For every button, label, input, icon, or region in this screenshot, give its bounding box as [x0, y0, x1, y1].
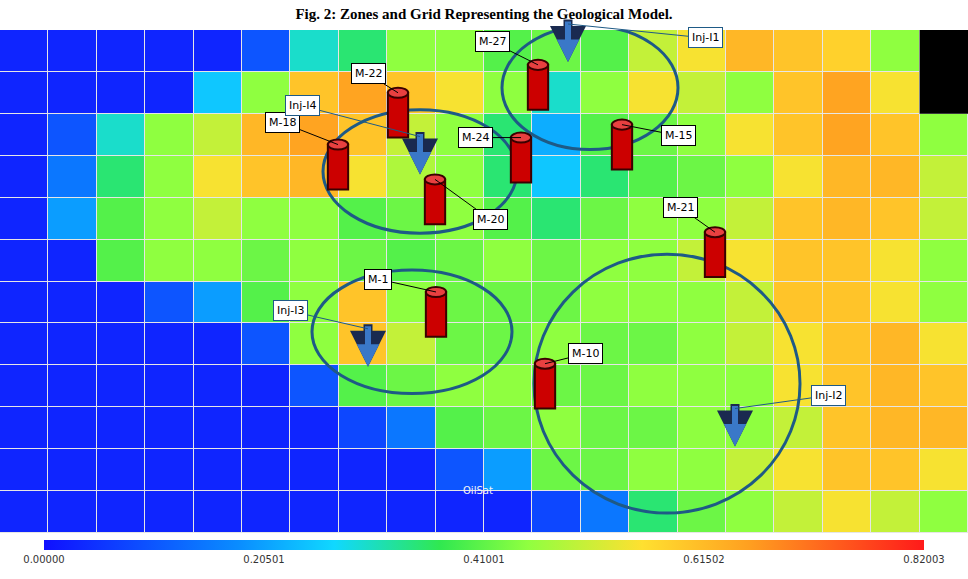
svg-text:Inj-I2: Inj-I2 [815, 389, 842, 402]
svg-text:M-18: M-18 [269, 116, 296, 129]
svg-text:0.00000: 0.00000 [23, 554, 64, 565]
svg-text:M-21: M-21 [667, 201, 694, 214]
svg-text:Fig. 2: Zones and Grid Represe: Fig. 2: Zones and Grid Representing the … [295, 6, 672, 22]
svg-text:M-20: M-20 [477, 213, 504, 226]
svg-text:M-24: M-24 [462, 131, 489, 144]
svg-text:M-1: M-1 [368, 273, 388, 286]
svg-text:M-22: M-22 [355, 67, 382, 80]
svg-text:0.41001: 0.41001 [463, 554, 504, 565]
svg-text:M-15: M-15 [665, 129, 692, 142]
svg-text:Inj-I1: Inj-I1 [692, 31, 719, 44]
svg-text:M-27: M-27 [479, 35, 506, 48]
svg-text:Inj-I3: Inj-I3 [277, 304, 304, 317]
svg-text:OilSat: OilSat [463, 485, 493, 496]
svg-text:Inj-I4: Inj-I4 [289, 99, 316, 112]
svg-text:M-10: M-10 [572, 347, 599, 360]
svg-text:0.61502: 0.61502 [683, 554, 724, 565]
svg-text:0.82003: 0.82003 [903, 554, 944, 565]
svg-text:0.20501: 0.20501 [243, 554, 284, 565]
